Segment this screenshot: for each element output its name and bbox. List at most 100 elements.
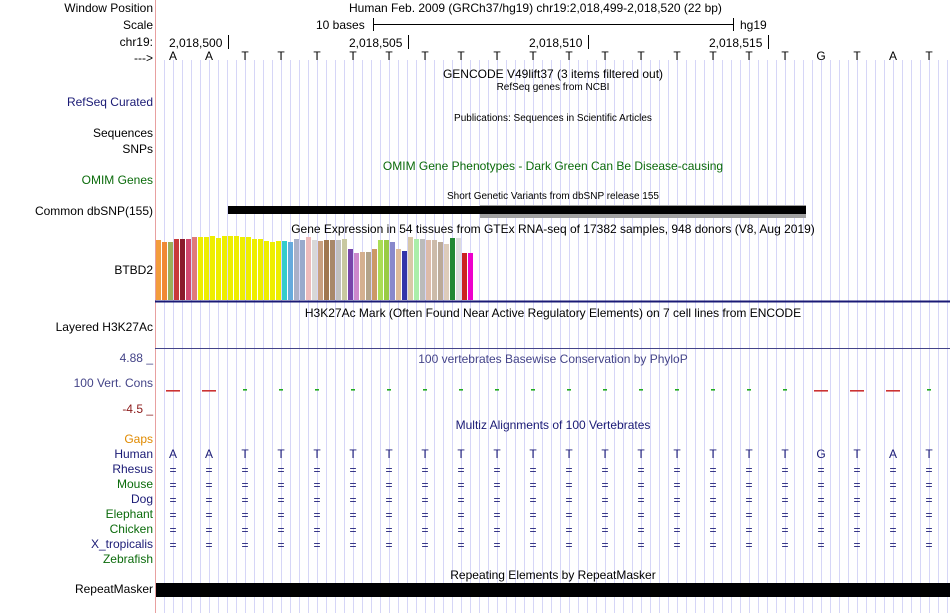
phylop-score-mark: [495, 389, 499, 391]
phylop-score-mark: [166, 390, 180, 392]
dna-base: G: [816, 49, 826, 63]
dna-base: T: [853, 49, 861, 63]
alignment-match: =: [277, 523, 285, 537]
alignment-match: =: [457, 523, 465, 537]
dna-base: T: [925, 49, 933, 63]
gtex-tissue-bar: [378, 240, 383, 300]
alignment-match: =: [601, 538, 609, 552]
alignment-match: =: [853, 538, 861, 552]
alignment-match: =: [277, 538, 285, 552]
alignment-match: =: [385, 508, 393, 522]
track-label-h3k27ac[interactable]: Layered H3K27Ac: [55, 320, 153, 334]
gaps-label: Gaps: [124, 432, 153, 446]
track-title-repeatmasker[interactable]: Repeating Elements by RepeatMasker: [450, 568, 656, 582]
track-label-sequences[interactable]: Sequences: [92, 126, 153, 140]
track-title-dbsnp[interactable]: Short Genetic Variants from dbSNP releas…: [447, 191, 659, 202]
repeatmasker-element: [156, 583, 950, 597]
alignment-match: =: [565, 463, 573, 477]
gtex-tissue-bar: [366, 252, 371, 300]
alignment-match: =: [385, 538, 393, 552]
species-label[interactable]: X_tropicalis: [90, 537, 153, 551]
alignment-match: =: [565, 478, 573, 492]
track-title-omim[interactable]: OMIM Gene Phenotypes - Dark Green Can Be…: [382, 159, 724, 173]
alignment-match: =: [565, 508, 573, 522]
phylop-score-mark: [243, 389, 247, 391]
gtex-tissue-bar: [282, 241, 287, 300]
species-label[interactable]: Chicken: [109, 522, 153, 536]
track-label-conservation[interactable]: 100 Vert. Cons: [73, 376, 153, 390]
track-title-multiz[interactable]: Multiz Alignments of 100 Vertebrates: [455, 418, 651, 432]
track-label-repeatmasker[interactable]: RepeatMasker: [74, 582, 153, 596]
gtex-tissue-bar: [408, 237, 413, 300]
alignment-match: =: [313, 523, 321, 537]
phylop-score-mark: [850, 390, 864, 392]
gtex-tissue-bar: [270, 242, 275, 300]
track-label-dbsnp[interactable]: Common dbSNP(155): [34, 204, 153, 218]
species-label[interactable]: Elephant: [105, 507, 153, 521]
dna-base: T: [529, 49, 537, 63]
gtex-tissue-bar: [192, 237, 197, 300]
species-label[interactable]: Mouse: [116, 477, 153, 491]
track-label-omim[interactable]: OMIM Genes: [81, 173, 153, 187]
track-label-refseq[interactable]: RefSeq Curated: [66, 95, 153, 109]
gtex-tissue-bar: [414, 239, 419, 300]
alignment-match: =: [925, 493, 933, 507]
alignment-match: =: [565, 493, 573, 507]
track-label-gtex-gene[interactable]: BTBD2: [114, 263, 153, 277]
gtex-tissue-bar: [264, 241, 269, 300]
alignment-match: =: [781, 508, 789, 522]
alignment-match: =: [637, 478, 645, 492]
dna-base: A: [168, 49, 177, 63]
alignment-match: =: [169, 508, 177, 522]
species-label[interactable]: Rhesus: [112, 462, 153, 476]
species-label[interactable]: Dog: [130, 492, 153, 506]
alignment-match: =: [493, 478, 501, 492]
alignment-match: =: [493, 493, 501, 507]
track-title-gtex[interactable]: Gene Expression in 54 tissues from GTEx …: [291, 222, 815, 236]
alignment-match: =: [601, 493, 609, 507]
track-title-sequences[interactable]: Publications: Sequences in Scientific Ar…: [454, 113, 652, 124]
ruler-tick-1: 2,018,500: [169, 36, 223, 50]
track-label-snps[interactable]: SNPs: [122, 142, 153, 156]
alignment-match: =: [601, 523, 609, 537]
alignment-match: =: [781, 478, 789, 492]
track-title-conservation[interactable]: 100 vertebrates Basewise Conservation by…: [418, 352, 688, 366]
alignment-match: =: [385, 523, 393, 537]
phylop-score-mark: [783, 389, 787, 391]
alignment-match: =: [889, 478, 897, 492]
alignment-match: =: [853, 478, 861, 492]
track-title-gencode[interactable]: GENCODE V49lift37 (3 items filtered out): [442, 67, 664, 81]
gtex-tissue-bar: [258, 239, 263, 300]
species-label[interactable]: Zebrafish: [102, 552, 153, 566]
alignment-match: =: [925, 463, 933, 477]
alignment-match: =: [709, 523, 717, 537]
alignment-match: =: [709, 538, 717, 552]
alignment-match: =: [781, 493, 789, 507]
alignment-match: =: [493, 523, 501, 537]
gtex-tissue-bar: [336, 240, 341, 300]
alignment-base: T: [925, 447, 933, 461]
phylop-score-mark: [351, 389, 355, 391]
gtex-tissue-bar: [420, 239, 425, 300]
track-title-refseq[interactable]: RefSeq genes from NCBI: [496, 82, 610, 93]
gtex-tissue-bar: [216, 238, 221, 300]
alignment-match: =: [889, 523, 897, 537]
track-title-h3k27ac[interactable]: H3K27Ac Mark (Often Found Near Active Re…: [304, 306, 802, 320]
alignment-base: A: [168, 447, 177, 461]
gtex-tissue-bar: [252, 239, 257, 300]
alignment-base: T: [601, 447, 609, 461]
phylop-score-mark: [747, 389, 751, 391]
species-label[interactable]: Human: [114, 447, 153, 461]
alignment-match: =: [277, 463, 285, 477]
alignment-match: =: [457, 493, 465, 507]
gtex-tissue-bar: [294, 239, 299, 300]
alignment-match: =: [817, 478, 825, 492]
alignment-match: =: [421, 538, 429, 552]
alignment-match: =: [457, 478, 465, 492]
ruler-tick-2: 2,018,505: [349, 36, 403, 50]
alignment-base: A: [204, 447, 213, 461]
alignment-match: =: [529, 463, 537, 477]
alignment-base: T: [853, 447, 861, 461]
alignment-match: =: [601, 478, 609, 492]
gtex-tissue-bar: [198, 237, 203, 300]
